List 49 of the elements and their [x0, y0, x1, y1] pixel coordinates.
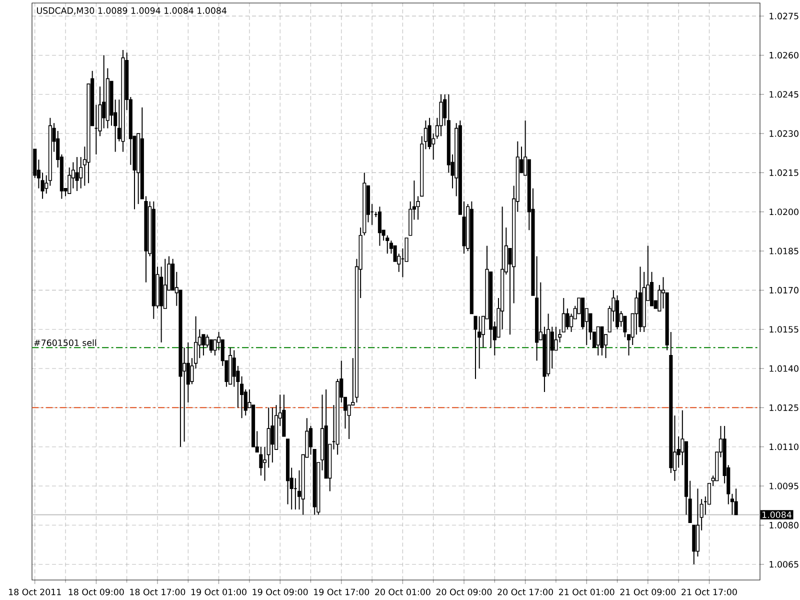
- y-tick-label: 1.0065: [770, 561, 798, 568]
- y-tick-label: 1.0185: [770, 248, 798, 254]
- x-tick-label: 18 Oct 09:00: [68, 588, 124, 596]
- x-tick-label: 19 Oct 17:00: [314, 588, 370, 596]
- ref-line-label: #7601501 sell: [34, 339, 96, 346]
- y-tick-label: 1.0260: [770, 52, 798, 58]
- x-tick-label: 19 Oct 09:00: [252, 588, 308, 596]
- candlestick: [259, 446, 263, 476]
- x-tick-label: 20 Oct 17:00: [498, 588, 553, 596]
- x-tick-label: 21 Oct 17:00: [682, 588, 737, 596]
- candlestick: [474, 316, 478, 380]
- y-tick-label: 1.0215: [770, 169, 798, 176]
- chart-title: USDCAD,M30 1.0089 1.0094 1.0084 1.0084: [37, 7, 226, 15]
- ref-line-label: 1.0084: [762, 511, 792, 518]
- x-tick-label: 18 Oct 17:00: [130, 588, 186, 596]
- x-tick-label: 21 Oct 09:00: [620, 588, 676, 596]
- y-tick-label: 1.0140: [770, 365, 798, 372]
- candlestick: [294, 478, 298, 510]
- candlestick: [554, 326, 558, 351]
- y-tick-label: 1.0155: [770, 326, 798, 333]
- x-tick-label: 21 Oct 01:00: [559, 588, 614, 596]
- y-tick-label: 1.0125: [770, 404, 798, 411]
- candlestick: [634, 290, 638, 336]
- candlestick: [566, 308, 570, 330]
- y-tick-label: 1.0095: [770, 482, 798, 490]
- y-tick-label: 1.0245: [770, 91, 798, 98]
- candlestick: [40, 172, 44, 200]
- y-tick-label: 1.0200: [770, 208, 798, 216]
- candlestick: [734, 488, 738, 516]
- x-tick-label: 20 Oct 01:00: [375, 588, 430, 596]
- y-tick-label: 1.0110: [770, 444, 798, 450]
- y-tick-label: 1.0230: [770, 130, 798, 137]
- candlestick: [658, 284, 662, 312]
- y-tick-label: 1.0275: [770, 12, 798, 20]
- candlestick: [68, 166, 72, 194]
- y-tick-label: 1.0080: [770, 522, 798, 528]
- x-tick-label: 19 Oct 01:00: [191, 588, 246, 596]
- candlestick: [270, 407, 274, 464]
- candlestick: [439, 94, 443, 137]
- candlestick: [600, 326, 604, 356]
- candlestick: [404, 238, 408, 262]
- x-tick-label: 20 Oct 09:00: [436, 588, 492, 596]
- x-tick-label: 18 Oct 2011: [9, 588, 61, 596]
- y-tick-label: 1.0170: [770, 286, 798, 294]
- candlestick: [596, 326, 600, 356]
- candlestick: [213, 339, 217, 356]
- candlestick: [75, 156, 79, 192]
- candlestick: [206, 334, 210, 348]
- candlestick: [378, 206, 382, 246]
